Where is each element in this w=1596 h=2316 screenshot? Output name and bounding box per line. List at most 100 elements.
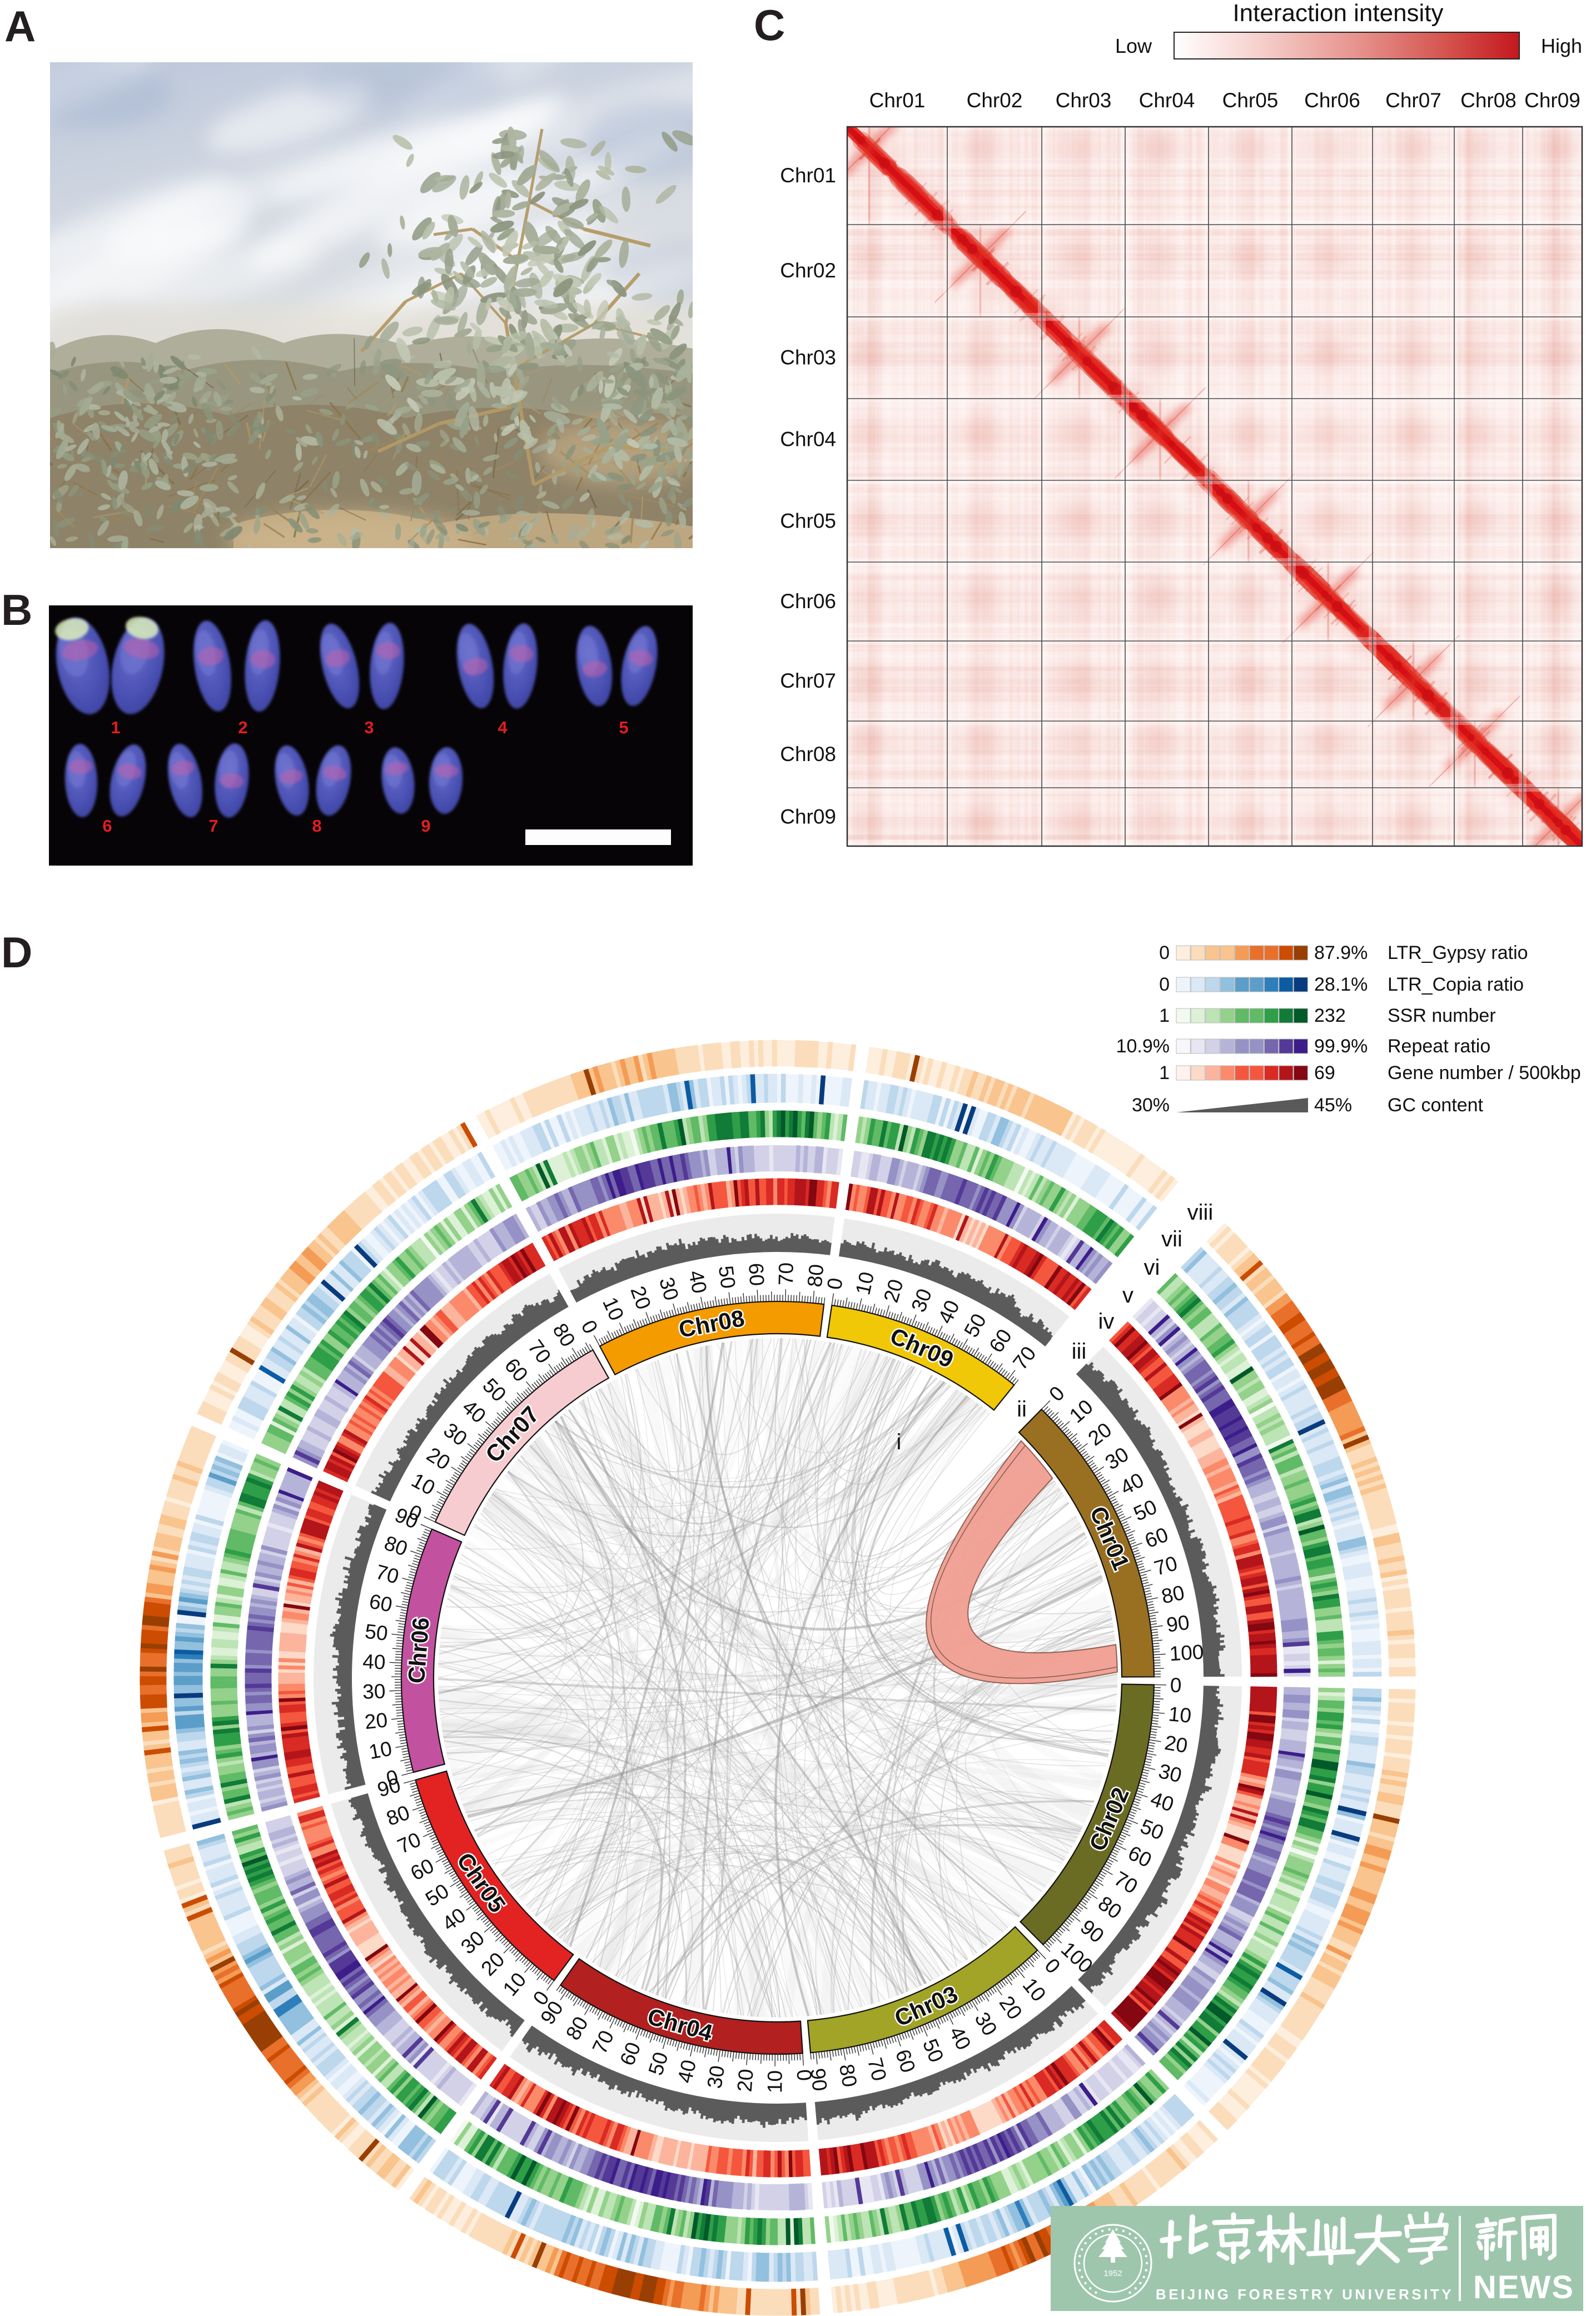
svg-text:20: 20	[1163, 1731, 1189, 1757]
svg-text:20: 20	[422, 1443, 454, 1474]
svg-text:70: 70	[1008, 1342, 1041, 1374]
svg-text:90: 90	[806, 2067, 831, 2092]
svg-text:40: 40	[1148, 1787, 1177, 1816]
svg-text:NEWS: NEWS	[1473, 2269, 1574, 2305]
svg-text:Chr04: Chr04	[780, 428, 836, 451]
svg-text:70: 70	[774, 1263, 798, 1286]
svg-text:80: 80	[384, 1801, 413, 1831]
svg-text:80: 80	[548, 1319, 580, 1351]
svg-text:40: 40	[438, 1904, 470, 1935]
svg-text:50: 50	[918, 2036, 948, 2066]
svg-text:90: 90	[1076, 1915, 1108, 1947]
svg-text:40: 40	[362, 1650, 386, 1674]
svg-text:1952: 1952	[1103, 2269, 1122, 2278]
svg-text:60: 60	[367, 1590, 394, 1617]
svg-text:10: 10	[598, 1294, 628, 1324]
svg-text:40: 40	[684, 1269, 711, 1295]
svg-text:Low: Low	[1115, 34, 1152, 57]
svg-text:80: 80	[561, 2012, 593, 2044]
svg-text:10.9%: 10.9%	[1116, 1036, 1170, 1057]
svg-text:Chr02: Chr02	[967, 89, 1023, 112]
svg-text:60: 60	[1142, 1523, 1171, 1553]
svg-text:10: 10	[763, 2070, 786, 2093]
svg-text:viii: viii	[1187, 1200, 1214, 1225]
svg-text:Chr01: Chr01	[869, 89, 926, 112]
svg-text:28.1%: 28.1%	[1314, 974, 1368, 995]
svg-text:45%: 45%	[1314, 1095, 1352, 1116]
svg-text:2: 2	[238, 718, 247, 737]
svg-text:20: 20	[1084, 1418, 1116, 1450]
svg-text:99.9%: 99.9%	[1314, 1036, 1368, 1057]
svg-text:30: 30	[439, 1418, 471, 1450]
svg-text:1: 1	[111, 718, 120, 737]
svg-text:Chr09: Chr09	[1524, 89, 1580, 112]
svg-text:40: 40	[1116, 1468, 1147, 1499]
svg-text:60: 60	[615, 2039, 645, 2069]
svg-text:LTR_Copia ratio: LTR_Copia ratio	[1388, 974, 1524, 995]
svg-text:30: 30	[1156, 1760, 1184, 1787]
svg-text:232: 232	[1314, 1005, 1346, 1026]
svg-text:50: 50	[421, 1879, 453, 1911]
svg-text:60: 60	[1125, 1841, 1155, 1872]
svg-text:Chr05: Chr05	[780, 510, 836, 533]
svg-text:Chr02: Chr02	[780, 259, 836, 282]
svg-text:20: 20	[364, 1708, 389, 1733]
svg-text:70: 70	[863, 2055, 891, 2083]
svg-text:Chr03: Chr03	[780, 346, 836, 369]
svg-text:20: 20	[879, 1276, 908, 1305]
svg-text:10: 10	[1167, 1702, 1192, 1727]
svg-text:70: 70	[588, 2027, 619, 2057]
svg-text:Chr08: Chr08	[780, 743, 836, 766]
svg-text:30: 30	[970, 2008, 1001, 2039]
svg-text:LTR_Gypsy ratio: LTR_Gypsy ratio	[1388, 942, 1528, 963]
svg-text:50: 50	[1130, 1495, 1160, 1525]
svg-text:GC content: GC content	[1388, 1095, 1484, 1116]
svg-text:30: 30	[703, 2064, 729, 2090]
svg-text:Chr08: Chr08	[1460, 89, 1517, 112]
svg-text:80: 80	[381, 1532, 410, 1560]
svg-text:Chr07: Chr07	[1385, 89, 1441, 112]
svg-text:70: 70	[1110, 1867, 1141, 1898]
svg-text:40: 40	[458, 1395, 490, 1428]
svg-text:30: 30	[1101, 1443, 1133, 1474]
svg-text:100: 100	[1169, 1641, 1204, 1666]
svg-text:30: 30	[456, 1926, 489, 1959]
svg-text:90: 90	[1165, 1611, 1191, 1637]
svg-text:5: 5	[619, 718, 628, 737]
svg-text:Interaction intensity: Interaction intensity	[1232, 0, 1443, 27]
svg-text:0: 0	[823, 1276, 847, 1291]
svg-text:Chr01: Chr01	[780, 164, 836, 187]
svg-text:10: 10	[851, 1270, 878, 1297]
svg-text:40: 40	[933, 1297, 964, 1328]
svg-text:i: i	[897, 1430, 902, 1454]
svg-text:High: High	[1541, 34, 1582, 57]
svg-text:70: 70	[374, 1560, 401, 1588]
svg-text:1: 1	[1159, 1005, 1170, 1026]
svg-text:70: 70	[1152, 1552, 1180, 1580]
svg-text:30: 30	[362, 1679, 386, 1703]
svg-text:40: 40	[673, 2057, 700, 2085]
svg-text:80: 80	[1094, 1892, 1126, 1924]
svg-text:87.9%: 87.9%	[1314, 942, 1368, 963]
svg-text:ii: ii	[1017, 1397, 1027, 1422]
svg-text:10: 10	[367, 1737, 394, 1764]
svg-text:10: 10	[1065, 1395, 1097, 1427]
svg-text:8: 8	[312, 816, 321, 836]
svg-text:50: 50	[959, 1310, 991, 1341]
svg-text:0: 0	[1159, 974, 1170, 995]
svg-text:Chr05: Chr05	[1222, 89, 1279, 112]
svg-text:Chr09: Chr09	[780, 806, 836, 828]
svg-text:vii: vii	[1161, 1227, 1182, 1251]
svg-text:10: 10	[499, 1968, 531, 2000]
svg-text:Chr03: Chr03	[1056, 89, 1112, 112]
svg-text:50: 50	[364, 1620, 389, 1645]
svg-text:Repeat ratio: Repeat ratio	[1388, 1036, 1490, 1057]
svg-text:Chr04: Chr04	[1139, 89, 1195, 112]
svg-text:6: 6	[102, 816, 112, 836]
svg-text:50: 50	[714, 1264, 740, 1290]
svg-text:1: 1	[1159, 1062, 1170, 1084]
svg-text:7: 7	[208, 816, 218, 836]
svg-text:30: 30	[655, 1275, 683, 1303]
svg-text:60: 60	[407, 1854, 438, 1885]
svg-text:SSR number: SSR number	[1388, 1005, 1496, 1026]
